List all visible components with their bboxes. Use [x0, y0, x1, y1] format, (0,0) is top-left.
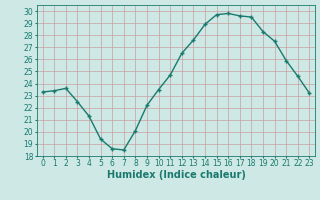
X-axis label: Humidex (Indice chaleur): Humidex (Indice chaleur) [107, 170, 245, 180]
